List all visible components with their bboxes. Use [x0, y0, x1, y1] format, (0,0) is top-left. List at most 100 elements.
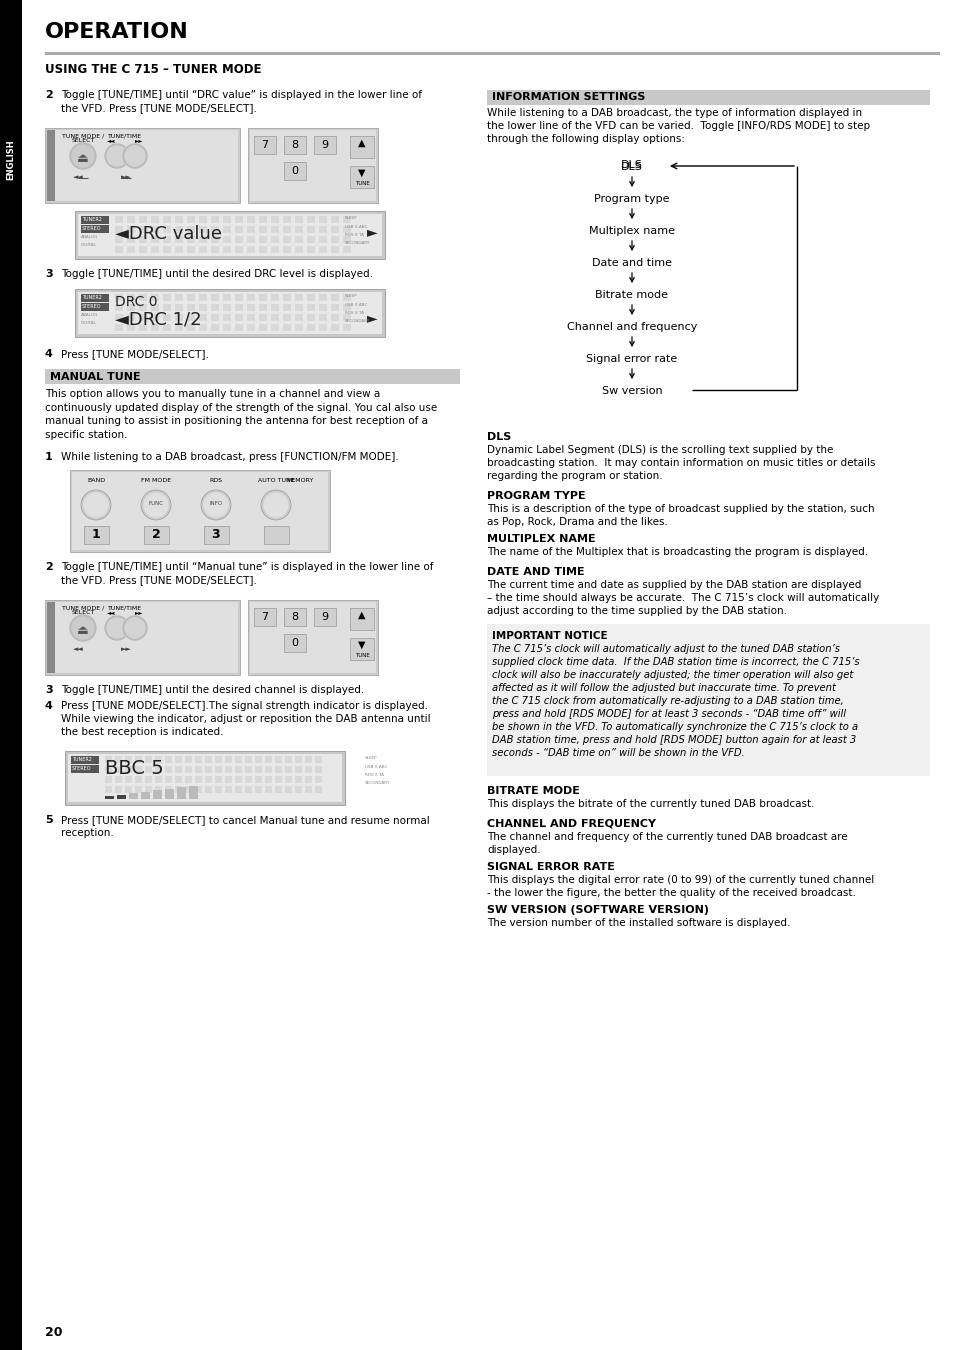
Text: STEREO: STEREO	[71, 765, 91, 771]
Bar	[234, 324, 243, 331]
Text: 7: 7	[261, 612, 269, 622]
Bar	[214, 786, 222, 792]
Bar	[271, 216, 278, 223]
Text: TUNE MODE /: TUNE MODE /	[62, 605, 104, 610]
Bar	[247, 304, 254, 310]
Bar	[258, 225, 267, 234]
Bar	[163, 324, 171, 331]
Circle shape	[107, 146, 127, 166]
Bar	[294, 765, 302, 774]
Text: SIGNAL ERROR RATE: SIGNAL ERROR RATE	[486, 863, 615, 872]
Bar	[247, 324, 254, 331]
Bar	[247, 246, 254, 252]
Bar	[305, 765, 312, 774]
Text: BAND: BAND	[87, 478, 105, 483]
Bar	[199, 216, 207, 223]
Bar	[247, 225, 254, 234]
Bar	[71, 756, 99, 764]
Text: SW VERSION (SOFTWARE VERSION): SW VERSION (SOFTWARE VERSION)	[486, 904, 708, 915]
Bar	[127, 294, 135, 301]
Bar	[125, 756, 132, 763]
Bar	[248, 599, 377, 675]
Bar	[205, 765, 212, 774]
Bar	[258, 294, 267, 301]
Text: Dynamic Label Segment (DLS) is the scrolling text supplied by the
broadcasting s: Dynamic Label Segment (DLS) is the scrol…	[486, 446, 875, 482]
Text: INFORMATION SETTINGS: INFORMATION SETTINGS	[492, 93, 644, 103]
Bar	[250, 130, 375, 201]
Bar	[254, 786, 262, 792]
Bar	[84, 526, 109, 544]
Text: The name of the Multiplex that is broadcasting the program is displayed.: The name of the Multiplex that is broadc…	[486, 547, 867, 558]
Bar	[115, 765, 122, 774]
Circle shape	[107, 618, 127, 639]
Bar	[174, 324, 183, 331]
Bar	[294, 756, 302, 763]
Circle shape	[201, 490, 231, 520]
Bar	[115, 216, 123, 223]
Bar	[271, 236, 278, 243]
Bar	[163, 246, 171, 252]
Bar	[234, 216, 243, 223]
Circle shape	[70, 616, 96, 641]
Bar	[234, 246, 243, 252]
Bar	[145, 786, 152, 792]
Bar	[331, 216, 338, 223]
Bar	[318, 246, 327, 252]
Bar	[81, 216, 109, 224]
Bar	[486, 90, 929, 105]
Bar	[115, 304, 123, 310]
Bar	[185, 786, 192, 792]
Bar	[105, 765, 112, 774]
Text: USING THE C 715 – TUNER MODE: USING THE C 715 – TUNER MODE	[45, 63, 261, 76]
Text: SELECT: SELECT	[71, 138, 94, 143]
Text: TUNE: TUNE	[355, 181, 369, 186]
Bar	[234, 304, 243, 310]
Text: BITRATE MODE: BITRATE MODE	[486, 786, 579, 796]
Bar	[225, 756, 232, 763]
Bar	[271, 324, 278, 331]
Bar	[294, 236, 303, 243]
Text: ▲: ▲	[358, 138, 365, 148]
Text: ▼: ▼	[358, 640, 365, 649]
Text: This option allows you to manually tune in a channel and view a
continuously upd: This option allows you to manually tune …	[45, 389, 436, 440]
Text: ENGLISH: ENGLISH	[7, 139, 15, 181]
Text: SLEEP: SLEEP	[365, 756, 377, 760]
Bar	[163, 236, 171, 243]
Bar	[211, 324, 219, 331]
Bar	[127, 324, 135, 331]
Bar	[45, 369, 459, 383]
Text: SELECT: SELECT	[71, 610, 94, 616]
Bar	[265, 776, 272, 783]
Bar	[294, 246, 303, 252]
Circle shape	[71, 144, 94, 167]
Text: TUNE: TUNE	[355, 653, 369, 657]
Bar	[127, 216, 135, 223]
Bar	[258, 315, 267, 321]
Bar	[223, 315, 231, 321]
Text: 9: 9	[321, 140, 328, 150]
Text: BBC 5: BBC 5	[105, 759, 164, 778]
Bar	[185, 765, 192, 774]
Text: ⏏: ⏏	[77, 153, 89, 165]
Text: ◄DRC value: ◄DRC value	[115, 225, 222, 243]
Text: 0: 0	[292, 166, 298, 176]
Text: ◄◄: ◄◄	[107, 610, 115, 616]
Bar	[253, 136, 275, 154]
Text: ►►: ►►	[121, 174, 132, 180]
Circle shape	[105, 616, 129, 640]
Text: DRC 0: DRC 0	[115, 296, 157, 309]
Text: TUNER2: TUNER2	[82, 296, 102, 300]
Bar	[165, 788, 173, 799]
Bar	[245, 756, 252, 763]
Bar	[194, 776, 202, 783]
Bar	[174, 765, 182, 774]
Bar	[283, 294, 291, 301]
Bar	[151, 294, 159, 301]
Text: MANUAL TUNE: MANUAL TUNE	[50, 371, 140, 382]
Bar	[47, 602, 55, 674]
Text: 2: 2	[45, 90, 52, 100]
Bar	[165, 776, 172, 783]
Bar	[258, 324, 267, 331]
Text: TUNER2: TUNER2	[82, 217, 102, 221]
Bar	[187, 315, 194, 321]
